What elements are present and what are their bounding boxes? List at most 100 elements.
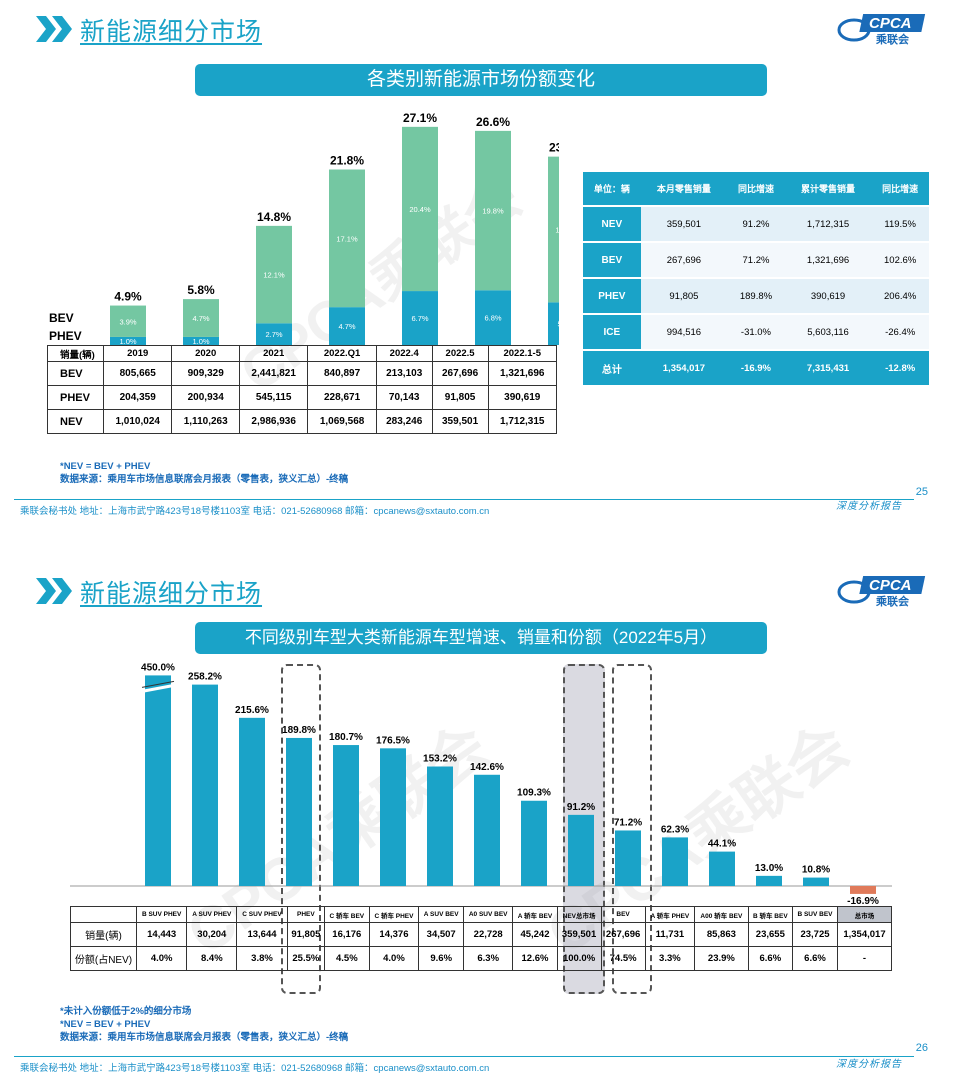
table-cell: 359,501 — [640, 206, 728, 243]
row-label: PHEV — [47, 385, 104, 410]
bev-share-label: 17.1% — [336, 234, 358, 243]
bar-bev — [402, 126, 438, 292]
bar-phev — [110, 336, 146, 345]
phev-share-label: 2.7% — [265, 330, 282, 339]
table-cell: 91,805 — [286, 922, 326, 947]
row-label: NEV — [583, 206, 641, 243]
row-label: 销量(辆) — [70, 922, 137, 947]
total-share-label: 23.4% — [549, 141, 559, 155]
column-header: 单位：辆 — [583, 172, 641, 207]
axis-break-mark — [141, 683, 175, 693]
table-cell: 267,696 — [431, 361, 489, 386]
growth-bar — [333, 745, 359, 886]
svg-text:CPCA: CPCA — [869, 15, 912, 32]
slide-26: 新能源细分市场 CPCA 乘联会 不同级别车型大类新能源车型增速、销量和份额（2… — [0, 562, 964, 1083]
table-cell: 71.2% — [727, 242, 785, 279]
total-share-label: 26.6% — [476, 115, 510, 129]
growth-label: 176.5% — [376, 735, 410, 746]
table-cell: 189.8% — [727, 278, 785, 315]
table-cell: 3.3% — [644, 946, 696, 971]
table-cell: 91,805 — [431, 385, 489, 410]
growth-label: 153.2% — [423, 754, 457, 765]
table-row: NEV 1,010,024 1,110,263 2,986,936 1,069,568 2… — [47, 409, 557, 434]
segment-header: C 轿车 PHEV — [368, 906, 420, 923]
retail-summary-table: 单位：辆 本月零售销量 同比增速 累计零售销量 同比增速 NEV 359,501 91.2% 1… — [583, 172, 929, 387]
table-cell: 4.5% — [324, 946, 370, 971]
table-cell: 25.5% — [286, 946, 326, 971]
growth-label: 109.3% — [517, 788, 551, 799]
segment-header: NEV总市场 — [556, 906, 602, 923]
table-cell: 6.3% — [462, 946, 514, 971]
row-label: NEV — [47, 409, 104, 434]
table-cell: 2,441,821 — [238, 361, 309, 386]
bar-phev — [183, 336, 219, 345]
table-cell: 267,696 — [640, 242, 728, 279]
table-cell: 204,359 — [102, 385, 173, 410]
growth-label: 10.8% — [802, 865, 830, 876]
table-cell: 5,603,116 — [784, 314, 872, 351]
bev-share-label: 4.7% — [192, 314, 209, 323]
table-cell: 70,143 — [375, 385, 433, 410]
phev-share-label: 4.7% — [338, 322, 355, 331]
bev-share-label: 19.8% — [482, 207, 504, 216]
table-cell: 119.5% — [871, 206, 929, 243]
footnotes: *NEV = BEV + PHEV 数据来源：乘用车市场信息联席会月报表（零售表… — [60, 460, 348, 486]
segment-header: B SUV PHEV — [135, 906, 188, 923]
bev-share-label: 18.1% — [555, 225, 559, 234]
table-cell: 8.4% — [186, 946, 238, 971]
growth-bar — [380, 748, 406, 886]
bar-bev — [475, 130, 511, 291]
table-cell: 11,731 — [644, 922, 696, 947]
table-cell: 206.4% — [871, 278, 929, 315]
table-header-label: 销量(辆) — [47, 345, 104, 362]
table-cell: 283,246 — [375, 409, 433, 434]
table-cell: 4.0% — [135, 946, 188, 971]
segment-header: 总市场 — [836, 906, 893, 923]
double-chevron-icon — [36, 16, 72, 42]
table-header-row: 销量(辆) 2019 2020 2021 2022.Q1 2022.4 2022.5 202… — [47, 345, 557, 362]
table-cell: 91,805 — [640, 278, 728, 315]
growth-bar — [615, 830, 641, 886]
growth-label: 13.0% — [755, 863, 783, 874]
table-cell: 228,671 — [307, 385, 377, 410]
table-cell: 102.6% — [871, 242, 929, 279]
growth-label: 180.7% — [329, 732, 363, 743]
highlight-bev-column — [612, 664, 652, 994]
table-cell: 1,712,315 — [784, 206, 872, 243]
growth-bar — [521, 800, 547, 886]
column-header: 同比增速 — [871, 172, 929, 207]
table-row: 总计 1,354,017 -16.9% 7,315,431 -12.8% — [583, 350, 929, 387]
bev-share-label: 3.9% — [119, 317, 136, 326]
table-cell: 909,329 — [171, 361, 240, 386]
growth-bar — [803, 877, 829, 886]
growth-bar — [286, 737, 312, 886]
row-label: BEV — [47, 361, 104, 386]
column-header: 累计零售销量 — [784, 172, 872, 207]
growth-bar — [192, 684, 218, 886]
growth-label: 189.8% — [282, 725, 316, 736]
table-row: BEV 267,696 71.2% 1,321,696 102.6% — [583, 242, 929, 279]
growth-bar — [756, 875, 782, 886]
table-cell: 994,516 — [640, 314, 728, 351]
highlight-phev-column — [281, 664, 321, 994]
total-share-label: 4.9% — [114, 290, 142, 304]
table-cell: 7,315,431 — [784, 350, 872, 387]
total-share-label: 5.8% — [187, 283, 215, 297]
growth-label: 91.2% — [567, 802, 595, 813]
growth-label: -16.9% — [847, 896, 879, 907]
table-cell: 2,986,936 — [238, 409, 309, 434]
year-header: 2020 — [171, 345, 240, 362]
footer-contact: 乘联会秘书处 地址：上海市武宁路423号18号楼1103室 电话：021-526… — [20, 1063, 490, 1074]
table-cell: -31.0% — [727, 314, 785, 351]
svg-text:乘联会: 乘联会 — [875, 594, 910, 608]
table-row: NEV 359,501 91.2% 1,712,315 119.5% — [583, 206, 929, 243]
page-number: 25 — [915, 486, 928, 498]
total-share-label: 27.1% — [403, 111, 437, 125]
table-cell: 23,655 — [747, 922, 794, 947]
footnote: *未计入份额低于2%的细分市场 — [60, 1006, 192, 1017]
table-cell: 1,321,696 — [487, 361, 557, 386]
year-header: 2022.4 — [375, 345, 433, 362]
table-cell: 30,204 — [186, 922, 238, 947]
table-header-row: B SUV PHEV A SUV PHEV C SUV PHEV PHEV C 轿车 B… — [70, 906, 893, 923]
bar-bev — [548, 156, 559, 303]
